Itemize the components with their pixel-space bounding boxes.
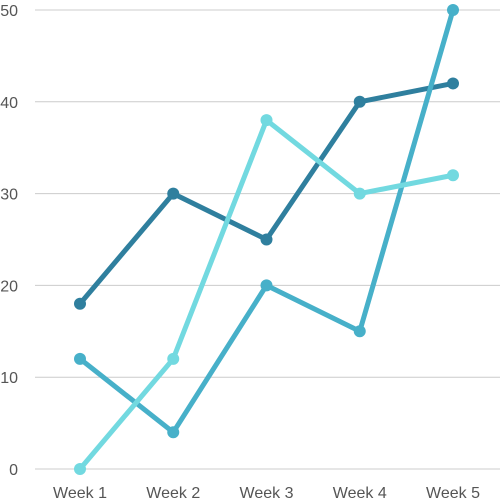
x-tick-label: Week 4: [333, 485, 387, 500]
y-tick-label: 50: [0, 3, 18, 20]
y-axis-ticks: 0 10 20 30 40 50: [0, 3, 18, 479]
data-point: [260, 233, 273, 246]
x-tick-label: Week 3: [240, 485, 294, 500]
data-point: [260, 279, 273, 292]
data-point: [167, 352, 180, 365]
series-points: [74, 4, 459, 475]
series-line-2: [77, 7, 456, 435]
data-point: [260, 114, 273, 127]
data-point: [447, 4, 459, 16]
data-point: [447, 77, 459, 90]
data-point: [74, 463, 86, 475]
y-tick-label: 0: [9, 462, 18, 479]
y-tick-label: 20: [0, 278, 18, 295]
data-point: [74, 297, 86, 310]
series-line-3: [77, 117, 456, 472]
data-point: [447, 169, 459, 182]
data-point: [353, 95, 366, 108]
data-point: [167, 426, 180, 439]
data-point: [353, 325, 366, 338]
x-axis-ticks: Week 1 Week 2 Week 3 Week 4 Week 5: [53, 485, 480, 500]
y-tick-label: 10: [0, 370, 18, 387]
y-tick-label: 30: [0, 187, 18, 204]
x-tick-label: Week 1: [53, 485, 107, 500]
x-tick-label: Week 5: [426, 485, 480, 500]
y-tick-label: 40: [0, 95, 18, 112]
data-point: [167, 187, 180, 200]
x-tick-label: Week 2: [146, 485, 200, 500]
data-point: [74, 352, 86, 365]
data-point: [353, 187, 366, 200]
